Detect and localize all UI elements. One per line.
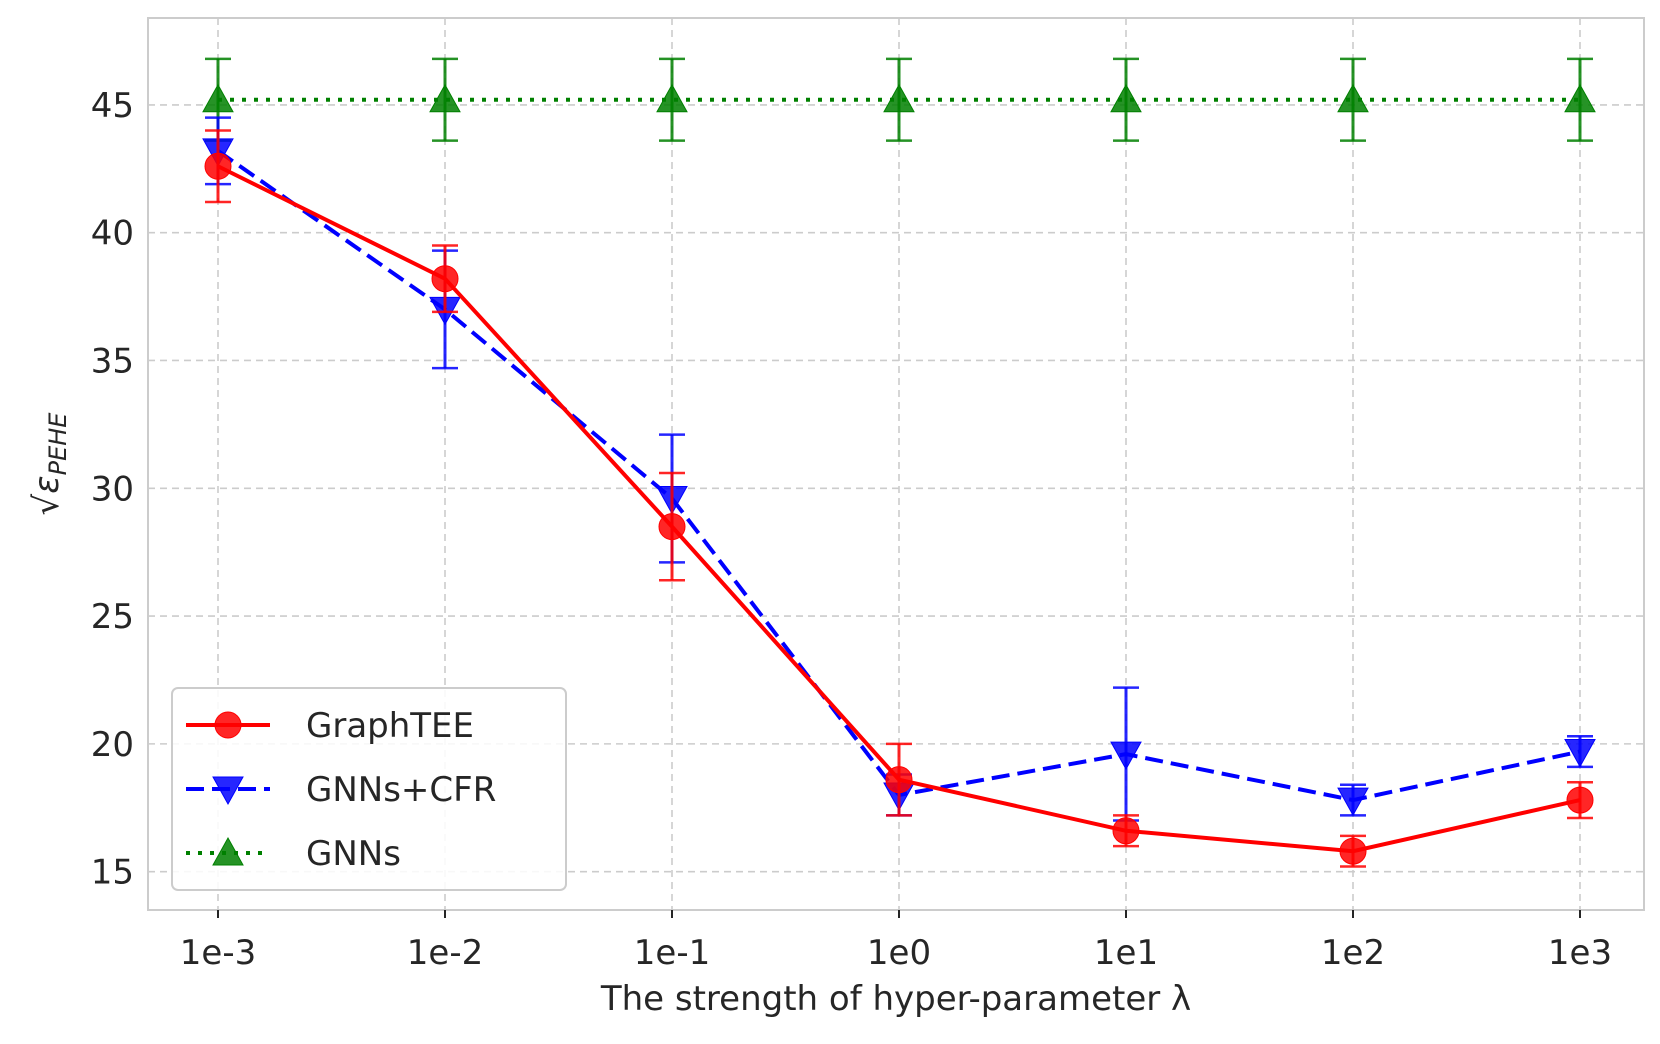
y-tick-label: 25 <box>91 597 134 637</box>
legend-box <box>171 687 567 891</box>
data-point <box>1112 817 1140 845</box>
series-group <box>202 57 1596 868</box>
y-tick-label: 40 <box>91 214 134 254</box>
data-point <box>656 83 688 113</box>
y-tick-label: 45 <box>91 86 134 126</box>
y-tick-label: 15 <box>91 853 134 893</box>
data-point <box>658 513 686 541</box>
svg-text:√εPEHE: √εPEHE <box>27 412 72 516</box>
legend-marker <box>214 711 242 739</box>
y-tick-label: 30 <box>91 469 134 509</box>
x-tick-label: 1e1 <box>1094 933 1158 973</box>
data-point <box>1339 837 1367 865</box>
data-point <box>202 83 234 113</box>
y-axis-label-symbol: ε <box>27 475 67 493</box>
data-point <box>1110 83 1142 113</box>
legend-label: GNNs+CFR <box>306 770 496 810</box>
data-point <box>429 83 461 113</box>
x-tick-label: 1e0 <box>867 933 931 973</box>
legend-label: GraphTEE <box>306 706 474 746</box>
y-axis-label-subscript: PEHE <box>44 412 72 476</box>
x-axis-ticks: 1e-3 1e-2 1e-1 1e0 1e1 1e2 1e3 <box>180 910 1612 973</box>
legend-item: GNNs <box>186 834 401 874</box>
y-axis-label-radical: √ <box>27 493 67 515</box>
legend-marker <box>212 776 244 806</box>
data-point <box>1564 739 1596 768</box>
y-axis-ticks: 15 20 25 30 35 40 45 <box>91 86 134 893</box>
y-tick-label: 35 <box>91 341 134 381</box>
legend-label: GNNs <box>306 834 401 874</box>
plot-frame <box>147 17 1645 911</box>
x-tick-label: 1e2 <box>1321 933 1385 973</box>
data-point <box>431 265 459 293</box>
data-point <box>1564 83 1596 113</box>
x-tick-label: 1e-1 <box>634 933 710 973</box>
legend-item: GraphTEE <box>186 706 474 746</box>
legend-marker <box>212 836 244 866</box>
series-graphtee <box>204 129 1594 868</box>
y-tick-label: 20 <box>91 725 134 765</box>
data-point <box>1566 786 1594 814</box>
x-tick-label: 1e-2 <box>407 933 483 973</box>
data-point <box>885 766 913 794</box>
data-point <box>204 152 232 180</box>
data-point <box>1110 741 1142 771</box>
series-gnns <box>202 57 1596 142</box>
x-axis-label: The strength of hyper-parameter λ <box>600 979 1191 1019</box>
legend: GraphTEE GNNs+CFR GNNs <box>171 687 567 891</box>
data-point <box>1337 83 1369 113</box>
x-tick-label: 1e-3 <box>180 933 256 973</box>
x-tick-label: 1e3 <box>1548 933 1612 973</box>
y-axis-label: √εPEHE <box>27 412 72 516</box>
data-point <box>883 83 915 113</box>
data-point <box>1337 787 1369 817</box>
legend-item: GNNs+CFR <box>186 770 496 810</box>
